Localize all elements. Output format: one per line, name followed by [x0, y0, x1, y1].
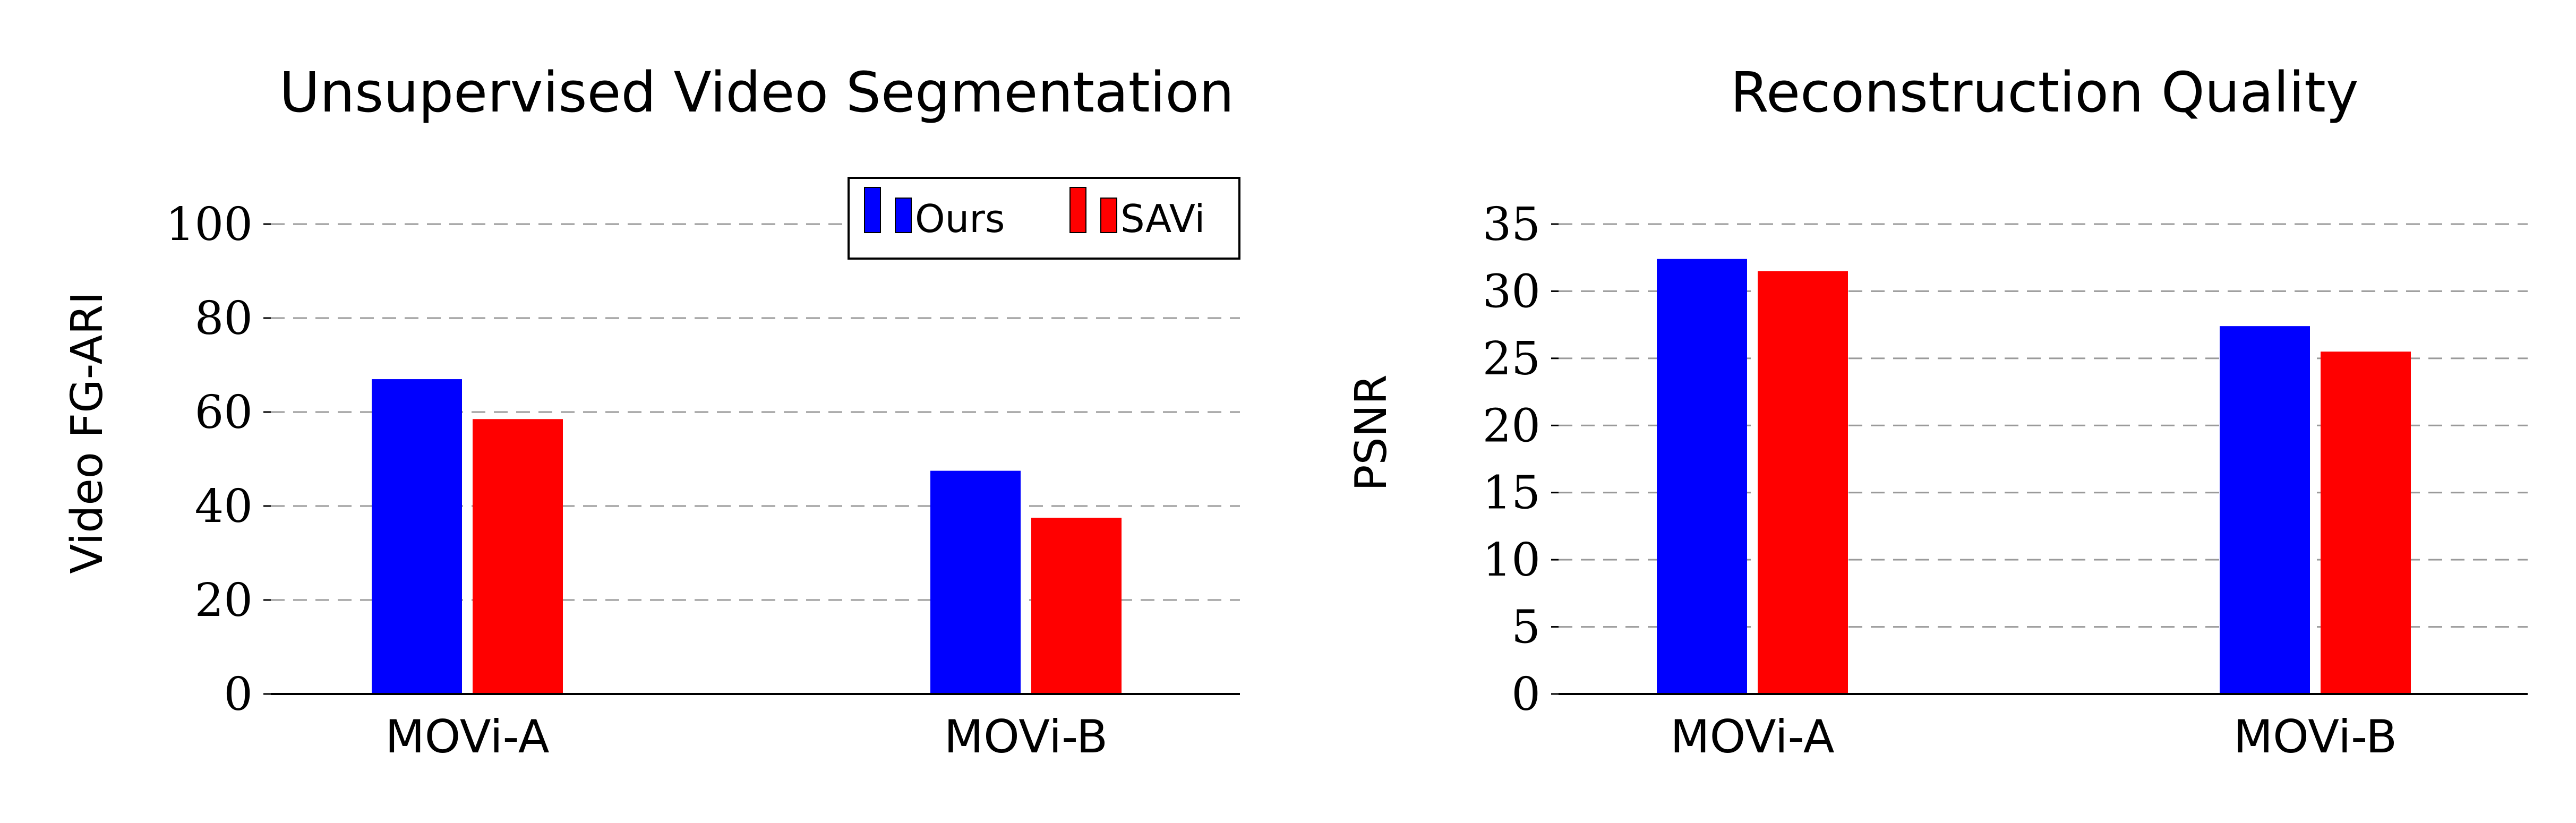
bar: [1031, 518, 1122, 694]
bar: [473, 419, 563, 694]
legend-swatch: [895, 198, 912, 233]
y-tick-label: 40: [195, 480, 253, 533]
bar: [930, 470, 1021, 694]
y-tick-label: 20: [1483, 399, 1541, 452]
y-axis-label: Video FG-ARI: [62, 292, 113, 574]
y-tick-label: 0: [224, 668, 253, 721]
y-tick-label: 60: [195, 386, 253, 439]
y-axis-label: PSNR: [1346, 374, 1397, 491]
y-tick-labels: 0 20 40 60 80 100: [166, 198, 271, 721]
chart-title: Reconstruction Quality: [1731, 60, 2359, 125]
y-tick-label: 30: [1483, 265, 1541, 318]
bar: [1657, 259, 1747, 694]
x-tick-labels: MOVi-A MOVi-B: [1670, 710, 2397, 764]
legend-box: [848, 177, 1240, 260]
legend-label: SAVi: [1120, 196, 1205, 241]
y-tick-label: 20: [195, 574, 253, 627]
bar: [2321, 352, 2411, 694]
segmentation-chart: Unsupervised Video Segmentation Video FG…: [62, 60, 1240, 764]
bar: [1758, 271, 1848, 694]
bar: [372, 379, 462, 694]
y-tick-label: 35: [1483, 198, 1541, 251]
bars: [1657, 259, 2411, 694]
y-tick-label: 100: [166, 198, 253, 251]
x-tick-label: MOVi-A: [385, 710, 549, 764]
bar: [2220, 326, 2310, 694]
x-tick-labels: MOVi-A MOVi-B: [385, 710, 1108, 764]
x-tick-label: MOVi-B: [2233, 710, 2397, 764]
legend-items: Ours SAVi: [864, 187, 1205, 241]
legend: Ours SAVi: [848, 177, 1240, 260]
x-tick-label: MOVi-A: [1670, 710, 1834, 764]
chart-title: Unsupervised Video Segmentation: [279, 60, 1234, 125]
legend-swatch: [1069, 187, 1086, 233]
y-tick-label: 25: [1483, 332, 1541, 385]
reconstruction-chart: Reconstruction Quality PSNR 0 5 10 15 20 25 30…: [1346, 60, 2528, 764]
legend-label: Ours: [915, 196, 1005, 241]
legend-swatch: [864, 187, 881, 233]
y-tick-labels: 0 5 10 15 20 25 30 35: [1483, 198, 1559, 721]
bars: [372, 379, 1122, 694]
y-tick-label: 15: [1483, 467, 1541, 520]
y-tick-label: 5: [1511, 601, 1541, 654]
y-tick-label: 10: [1483, 534, 1541, 587]
y-tick-label: 0: [1511, 668, 1541, 721]
legend-swatch: [1100, 198, 1117, 233]
x-tick-label: MOVi-B: [944, 710, 1108, 764]
y-tick-label: 80: [195, 292, 253, 345]
